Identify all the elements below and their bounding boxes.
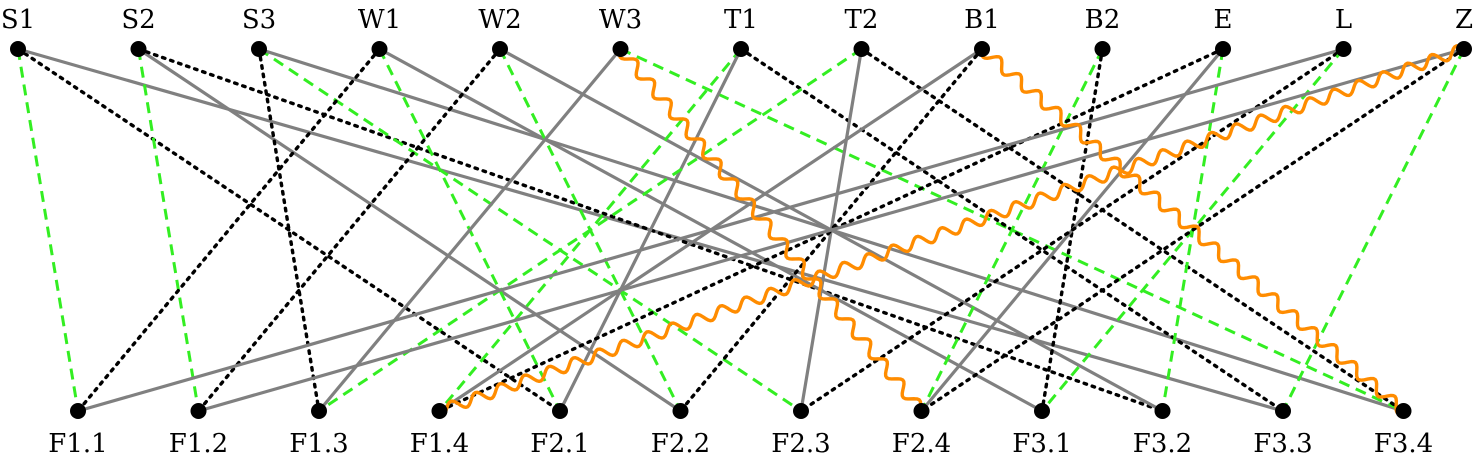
node-f1-2 [190, 403, 207, 419]
node-label-s2: S2 [121, 5, 155, 35]
edge-s3-to-f1-3 [257, 47, 321, 413]
node-label-f1-1: F1.1 [48, 429, 107, 459]
node-label-b1: B1 [964, 5, 1000, 35]
node-f2-1 [552, 403, 568, 419]
node-f2-2 [672, 403, 689, 419]
labels-layer: S1 S2 S3 W1 W2 W3 T1 T2 B1 B2 E L Z F1.1 F1.2 F1.3 F1.4 F… [1, 5, 1473, 459]
node-f1-1 [70, 403, 86, 419]
node-s2 [130, 41, 147, 57]
node-label-s3: S3 [242, 5, 276, 35]
node-s1 [10, 41, 26, 57]
node-label-t2: T2 [845, 5, 879, 35]
edge-s1-to-f1-1 [16, 48, 80, 412]
node-z [1456, 41, 1472, 57]
node-label-s1: S1 [1, 5, 35, 35]
edge-w3-to-f2-4 [617, 48, 923, 414]
node-l [1335, 41, 1352, 57]
node-t2 [853, 41, 870, 57]
edge-l-to-f1-1 [77, 47, 1344, 413]
node-label-f2-2: F2.2 [651, 429, 710, 459]
node-label-f2-4: F2.4 [892, 429, 951, 459]
node-label-t1: T1 [724, 5, 758, 35]
edge-s2-to-f1-2 [137, 48, 200, 412]
node-f3-3 [1275, 403, 1291, 419]
node-f3-4 [1395, 403, 1412, 419]
edge-w3-to-f1-3 [317, 47, 622, 413]
node-label-l: L [1335, 5, 1352, 35]
nodes-layer [10, 41, 1472, 419]
edge-b2-to-f2-4 [920, 48, 1104, 412]
node-w3 [612, 41, 629, 57]
edge-z-to-f2-4 [919, 47, 1466, 413]
node-label-f2-3: F2.3 [771, 429, 830, 459]
node-label-f3-3: F3.3 [1253, 429, 1312, 459]
node-f2-4 [913, 403, 930, 419]
node-t1 [733, 41, 749, 57]
node-label-w3: W3 [599, 5, 642, 35]
node-label-w1: W1 [358, 5, 401, 35]
node-label-f1-2: F1.2 [169, 429, 228, 459]
node-f1-4 [431, 403, 448, 419]
node-b2 [1094, 41, 1111, 57]
node-f3-1 [1034, 403, 1050, 419]
node-label-f2-1: F2.1 [530, 429, 589, 459]
edge-l-to-f2-3 [799, 47, 1346, 413]
edge-w1-to-f1-1 [76, 47, 382, 413]
edge-z-to-f1-2 [198, 47, 1465, 413]
node-b1 [974, 41, 990, 57]
node-label-f3-1: F3.1 [1012, 429, 1071, 459]
node-label-f3-2: F3.2 [1133, 429, 1192, 459]
node-label-f3-4: F3.4 [1374, 429, 1433, 459]
node-f2-3 [793, 403, 809, 419]
edge-s1-to-f2-1 [16, 47, 562, 413]
edge-e-to-f1-4 [437, 47, 1225, 413]
node-f1-3 [311, 403, 327, 419]
edge-z-to-f3-3 [1281, 48, 1466, 412]
node-label-z: Z [1455, 5, 1473, 35]
edge-z-to-f1-4 [440, 44, 1465, 418]
node-s3 [251, 41, 267, 57]
edge-t1-to-f2-1 [558, 48, 743, 412]
node-f3-2 [1154, 403, 1171, 419]
node-label-b2: B2 [1085, 5, 1121, 35]
edge-t2-to-f1-3 [318, 47, 863, 413]
edge-b1-to-f2-2 [678, 47, 984, 413]
edge-w2-to-f1-2 [196, 47, 502, 413]
node-label-f1-4: F1.4 [410, 429, 469, 459]
node-w1 [371, 41, 388, 57]
node-e [1215, 41, 1231, 57]
edge-t2-to-f3-4 [859, 47, 1406, 413]
node-w2 [492, 41, 508, 57]
edge-b1-to-f3-4 [980, 48, 1402, 416]
edge-s3-to-f2-3 [258, 47, 802, 413]
edges-layer [16, 44, 1466, 418]
node-label-w2: W2 [478, 5, 521, 35]
node-label-e: E [1214, 5, 1233, 35]
node-label-f1-3: F1.3 [289, 429, 348, 459]
